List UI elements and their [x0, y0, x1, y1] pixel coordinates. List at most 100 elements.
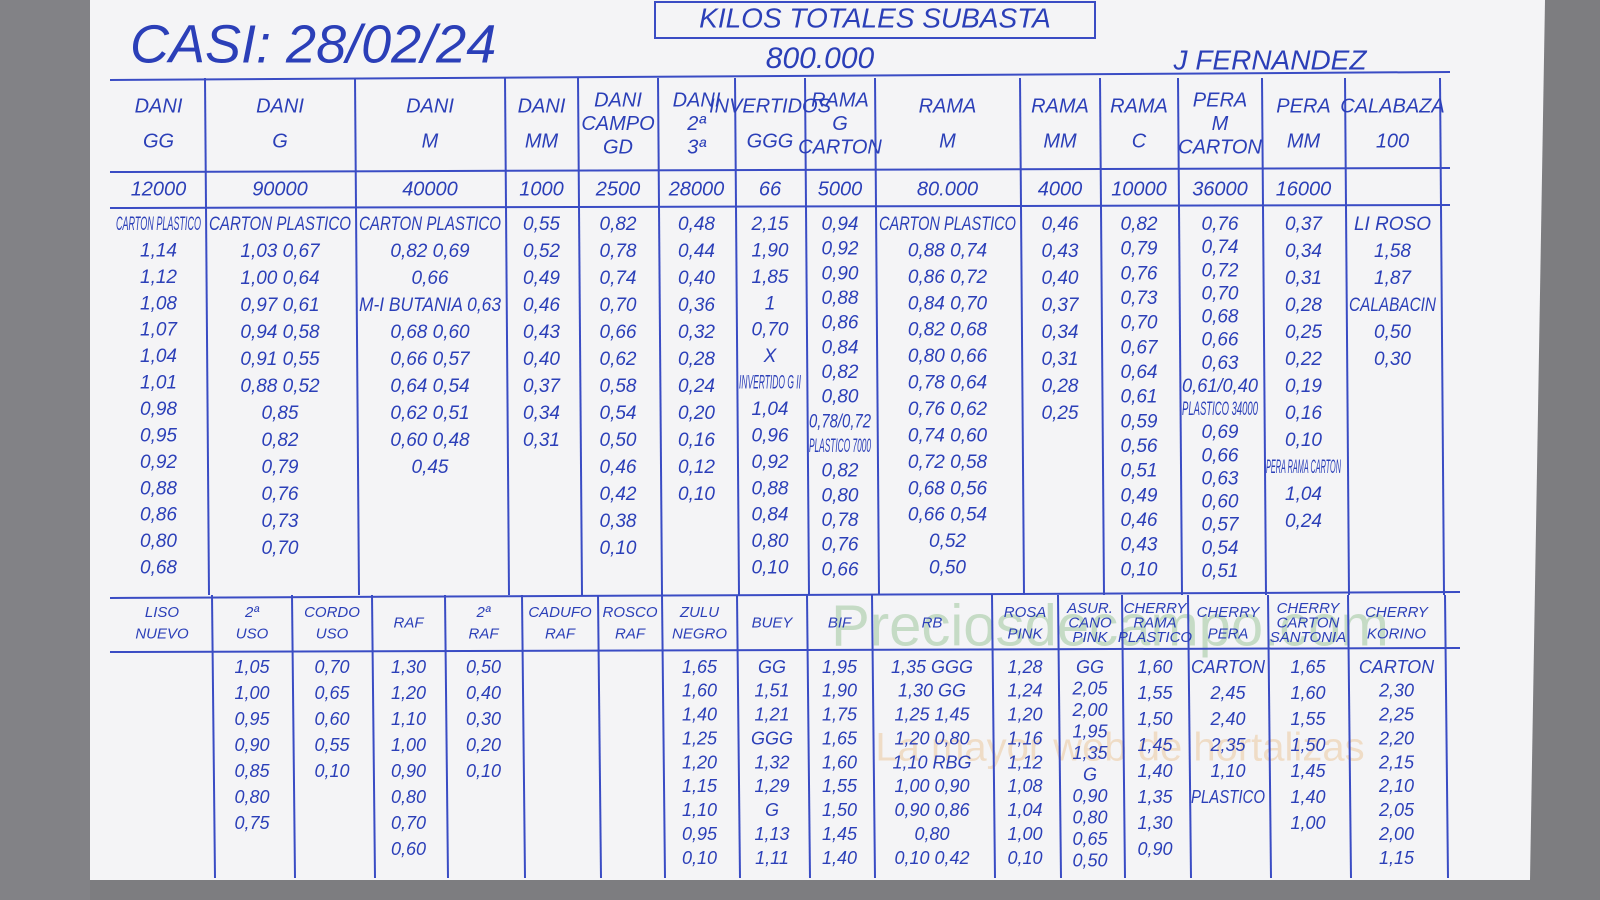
column-rule	[504, 77, 510, 596]
price: 0,68	[1202, 307, 1239, 328]
price: 0,32	[678, 322, 715, 343]
price: 0,82 0,68	[908, 320, 988, 341]
column-label: CORDO USO	[304, 604, 360, 643]
price: 1,65	[1290, 657, 1326, 677]
price: 1,60	[822, 752, 857, 772]
price: 0,45	[412, 457, 449, 478]
price: 1	[765, 293, 776, 314]
price: 1,28	[1007, 657, 1042, 677]
column-rule	[597, 594, 602, 879]
column-rule	[1121, 594, 1126, 879]
price: 1,40	[1290, 787, 1325, 807]
price: G	[1083, 764, 1097, 784]
price: 1,45	[822, 824, 858, 844]
price: 0,49	[523, 268, 560, 289]
price: 0,34	[1285, 241, 1322, 262]
column-kilos: 1000	[519, 178, 564, 200]
price: 0,68	[140, 558, 177, 579]
price: 2,15	[1378, 752, 1415, 772]
column-label: LISO NUEVO	[135, 604, 189, 643]
rule-line	[109, 167, 1451, 173]
column-rule	[211, 594, 216, 879]
subtitle-box	[654, 1, 1096, 39]
column-rule	[521, 594, 526, 879]
price: 0,66 0,54	[908, 505, 987, 526]
price: 0,40	[678, 268, 715, 289]
column-kilos: 10000	[1111, 178, 1167, 200]
title: CASI: 28/02/24	[130, 14, 496, 74]
price: 0,75	[234, 813, 270, 833]
price: 0,10	[1007, 848, 1042, 868]
column-label: CHERRY RAMA PLASTICO	[1118, 600, 1193, 646]
column-rule	[1267, 594, 1272, 879]
column-kilos: 90000	[252, 178, 308, 200]
price: 0,55	[314, 735, 350, 755]
price: 1,87	[1374, 268, 1412, 289]
price: 0,76	[822, 535, 859, 556]
column-label: DANI GG	[135, 96, 183, 153]
column-rule	[734, 77, 740, 596]
price: 0,38	[600, 511, 637, 532]
price: 0,91 0,55	[240, 349, 320, 370]
price: 0,96	[752, 425, 789, 446]
price: 1,12	[1007, 752, 1042, 772]
price: 0,90 0,86	[894, 800, 970, 820]
column-rule	[577, 77, 583, 596]
price: 1,35	[1072, 743, 1108, 763]
price: 0,28	[1042, 376, 1079, 397]
paper	[75, 0, 1545, 880]
table-surface	[0, 0, 90, 900]
column-label: ROSA PINK	[1004, 604, 1047, 643]
column-rule	[1347, 594, 1352, 879]
price: 2,40	[1209, 709, 1245, 729]
price: 0,80	[391, 787, 426, 807]
price: 0,76	[1121, 263, 1158, 284]
price: 1,15	[682, 776, 718, 796]
price: 1,03 0,67	[240, 241, 321, 262]
price: 1,60	[1137, 657, 1172, 677]
price: 0,34	[1042, 322, 1079, 343]
column-label: RAMA M	[919, 96, 977, 153]
price: 0,37	[523, 376, 561, 397]
price: 2,15	[751, 214, 789, 235]
price: CARTON PLASTICO	[879, 214, 1016, 235]
price: 0,42	[600, 484, 637, 505]
price: 1,65	[822, 728, 858, 748]
price: 0,78	[822, 510, 859, 531]
price: 0,88	[140, 478, 177, 499]
price: 1,00 0,64	[240, 268, 319, 289]
price: 0,10	[682, 848, 717, 868]
price: 0,84	[822, 337, 859, 358]
price: 0,92	[822, 239, 859, 260]
price: 1,55	[822, 776, 858, 796]
price: 1,35 GGG	[891, 657, 973, 677]
price: 0,28	[678, 349, 715, 370]
column-label: CHERRY PERA	[1197, 604, 1261, 643]
price: 0,80 0,66	[908, 346, 988, 367]
price: 1,40	[682, 705, 717, 725]
price: 0,82	[1121, 214, 1158, 235]
column-kilos: 80.000	[917, 178, 978, 200]
rule-line	[109, 647, 1461, 653]
price: 0,70	[752, 320, 789, 341]
price: LI ROSO	[1354, 214, 1431, 235]
price: 1,08	[140, 293, 177, 314]
price: 1,10	[391, 709, 426, 729]
price: 0,30	[1374, 349, 1411, 370]
price: 1,10	[682, 800, 717, 820]
price: 0,92	[140, 452, 177, 473]
price: 0,63	[1202, 353, 1239, 374]
price: 1,30	[391, 657, 426, 677]
price: 0,19	[1285, 376, 1322, 397]
price: 0,70	[262, 538, 299, 559]
price: 0,84	[752, 505, 789, 526]
price: 0,61/0,40	[1182, 376, 1258, 397]
column-label: CADUFO RAF	[528, 604, 592, 643]
price: 0,60	[391, 839, 426, 859]
price: 0,59	[1121, 411, 1158, 432]
price: 0,43	[523, 322, 560, 343]
column-label: BUEY	[752, 614, 794, 631]
price: 0,40	[1042, 268, 1079, 289]
